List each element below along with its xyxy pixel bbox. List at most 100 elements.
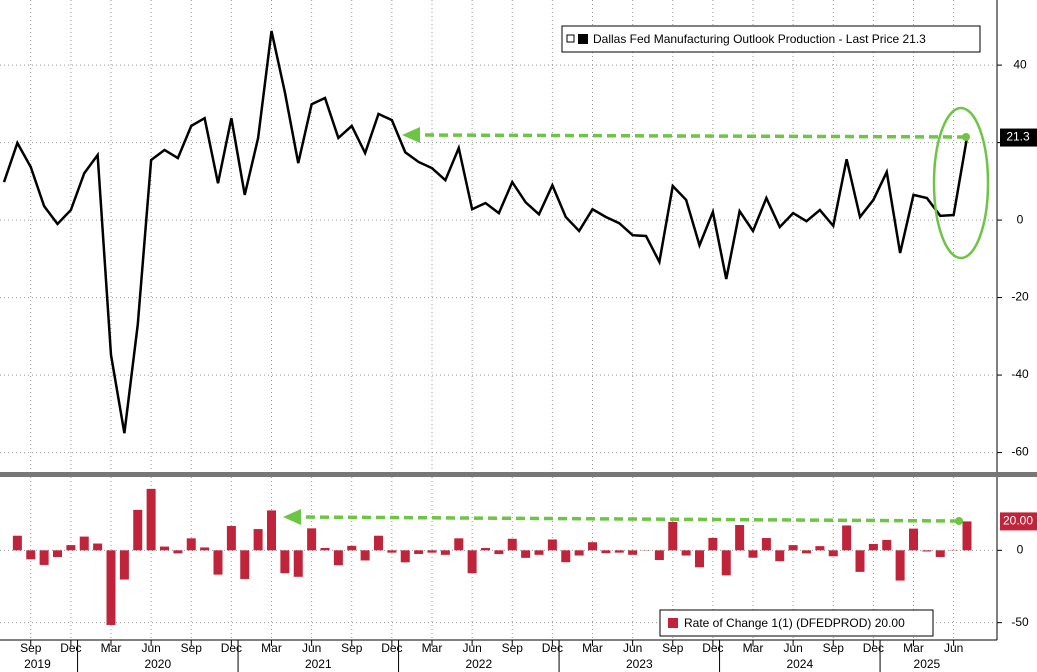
bar <box>160 546 169 551</box>
legend-box <box>659 609 934 637</box>
bar <box>748 550 758 558</box>
arrow-dot <box>955 517 963 525</box>
last-value-label: 20.00 <box>1003 514 1033 528</box>
last-value-tag <box>1000 512 1037 531</box>
x-tick-label: Mar <box>101 641 122 655</box>
bar <box>521 550 531 558</box>
year-label: 2023 <box>626 657 653 671</box>
bar <box>962 521 972 551</box>
x-tick-label: Mar <box>743 641 764 655</box>
bar <box>93 543 103 551</box>
y-tick-label: 0 <box>1017 212 1024 226</box>
bar <box>12 535 22 551</box>
bar <box>53 550 62 557</box>
bar <box>347 545 357 551</box>
bar <box>26 550 36 560</box>
bar <box>280 550 290 574</box>
y-tick-label: 40 <box>1013 57 1027 71</box>
x-tick-label: Sep <box>823 641 845 655</box>
bar <box>133 509 143 551</box>
bar <box>414 550 424 554</box>
last-value-tag <box>1000 128 1037 147</box>
bar <box>882 539 892 551</box>
bar <box>39 550 49 565</box>
y-tick-label: -20 <box>1011 290 1029 304</box>
bar <box>360 550 370 561</box>
bar <box>574 550 584 556</box>
bar <box>802 550 811 554</box>
bar <box>79 536 89 551</box>
bar <box>668 521 678 551</box>
x-tick-label: Mar <box>582 641 603 655</box>
x-tick-label: Sep <box>20 641 42 655</box>
bar <box>828 550 838 557</box>
bar <box>173 550 183 554</box>
bar <box>547 539 557 551</box>
x-tick-label: Jun <box>462 641 481 655</box>
bar <box>654 550 664 561</box>
year-label: 2022 <box>465 657 492 671</box>
arrow-dot <box>962 133 970 141</box>
x-tick-label: Dec <box>702 641 723 655</box>
panel-separator <box>0 472 1037 477</box>
arrow-head <box>283 509 301 525</box>
bar <box>454 538 464 551</box>
bar <box>186 538 196 551</box>
bar <box>561 550 571 563</box>
bar <box>775 550 785 562</box>
year-label: 2021 <box>305 657 332 671</box>
bar <box>293 550 303 577</box>
x-tick-label: Jun <box>783 641 802 655</box>
legend-swatch <box>578 34 588 44</box>
bar <box>400 550 410 563</box>
bar <box>628 550 638 555</box>
bar <box>66 545 76 551</box>
bar <box>213 550 223 575</box>
bar <box>427 550 437 553</box>
bar <box>387 550 397 553</box>
bar <box>815 546 825 551</box>
x-tick-label: Jun <box>141 641 160 655</box>
bar <box>374 535 383 551</box>
x-tick-label: Jun <box>302 641 321 655</box>
bar <box>494 550 504 555</box>
bar <box>106 550 116 625</box>
bar <box>307 528 317 551</box>
bar <box>855 550 865 572</box>
x-tick-label: Sep <box>181 641 203 655</box>
bar <box>695 550 704 568</box>
y-tick-label: -50 <box>1011 615 1029 629</box>
bar <box>507 538 517 551</box>
arrow-head <box>402 127 420 143</box>
bar <box>601 550 611 554</box>
y-tick-label: 0 <box>1017 543 1024 557</box>
x-tick-label: Dec <box>381 641 402 655</box>
legend-label: Dallas Fed Manufacturing Outlook Product… <box>593 32 926 46</box>
bar <box>708 537 718 551</box>
x-tick-label: Mar <box>422 641 443 655</box>
y-tick-label: -40 <box>1011 367 1029 381</box>
bar <box>614 550 624 553</box>
bar <box>868 543 878 551</box>
bar <box>440 550 450 555</box>
x-tick-label: Sep <box>341 641 363 655</box>
bar <box>253 529 263 551</box>
bar <box>721 550 731 576</box>
highlight-ellipse <box>932 106 990 260</box>
last-value-label: 21.3 <box>1006 130 1030 144</box>
year-label: 2025 <box>914 657 941 671</box>
bar <box>200 547 210 551</box>
annotation <box>283 106 990 525</box>
x-tick-label: Jun <box>944 641 963 655</box>
x-tick-label: Sep <box>502 641 524 655</box>
bar <box>226 526 236 551</box>
legend-toggle <box>566 34 575 43</box>
legend-label: Rate of Change 1(1) (DFEDPROD) 20.00 <box>684 616 905 630</box>
bar <box>735 525 745 551</box>
year-label: 2019 <box>24 657 51 671</box>
bar <box>240 550 250 579</box>
x-tick-label: Jun <box>623 641 642 655</box>
